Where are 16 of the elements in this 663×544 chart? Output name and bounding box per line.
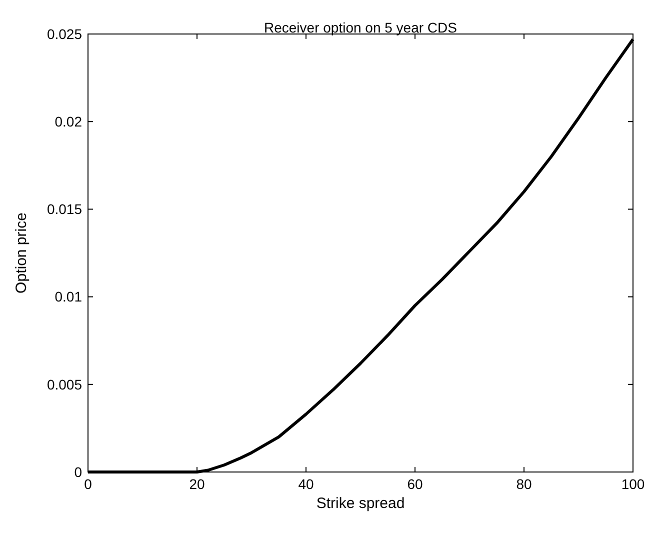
x-tick-label: 0 bbox=[84, 476, 92, 492]
chart-title: Receiver option on 5 year CDS bbox=[264, 20, 457, 36]
y-tick-label: 0.02 bbox=[54, 114, 82, 130]
x-tick-label: 80 bbox=[516, 476, 532, 492]
line-series bbox=[86, 38, 634, 474]
x-tick-label: 40 bbox=[298, 476, 314, 492]
x-tick-label: 20 bbox=[189, 476, 205, 492]
y-tick-label: 0.025 bbox=[46, 26, 82, 42]
y-axis-title: Option price bbox=[13, 212, 30, 294]
x-tick-label: 100 bbox=[621, 476, 645, 492]
y-tick-label: 0 bbox=[74, 464, 82, 480]
y-tick-label: 0.015 bbox=[46, 201, 82, 218]
y-tick-label: 0.01 bbox=[54, 288, 82, 305]
x-tick-label: 60 bbox=[407, 476, 423, 492]
x-axis-title: Strike spread bbox=[316, 495, 405, 512]
y-tick-label: 0.005 bbox=[46, 376, 82, 392]
